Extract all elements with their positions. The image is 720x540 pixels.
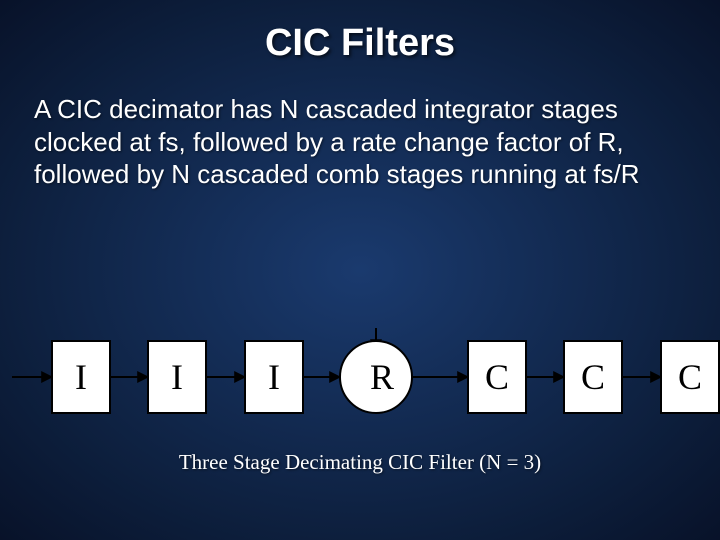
svg-text:R: R xyxy=(370,357,394,397)
svg-text:I: I xyxy=(171,357,183,397)
svg-text:I: I xyxy=(268,357,280,397)
slide-description: A CIC decimator has N cascaded integrato… xyxy=(0,65,720,191)
svg-text:C: C xyxy=(678,357,702,397)
slide-title: CIC Filters xyxy=(0,0,720,65)
svg-text:C: C xyxy=(581,357,605,397)
diagram-svg: IIIRCCC xyxy=(0,322,720,432)
svg-text:C: C xyxy=(485,357,509,397)
svg-text:I: I xyxy=(75,357,87,397)
diagram-caption: Three Stage Decimating CIC Filter (N = 3… xyxy=(0,450,720,475)
cic-flow-diagram: IIIRCCC xyxy=(0,322,720,432)
